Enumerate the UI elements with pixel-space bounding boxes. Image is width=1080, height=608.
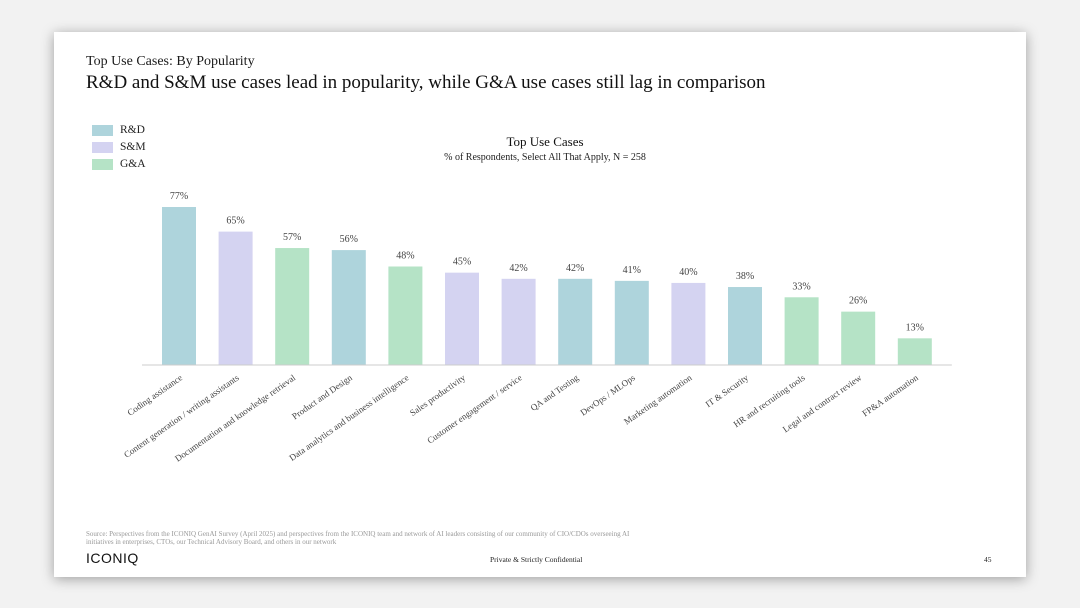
bar-9 [614,280,649,365]
bar-value-label: 33% [792,281,810,292]
page-number: 45 [984,555,992,564]
source-note: Source: Perspectives from the ICONIQ Gen… [86,530,630,546]
bar-value-label: 41% [623,265,641,276]
category-label: Coding assistance [125,372,184,417]
bar-2 [218,231,253,365]
bar-chart: Top Use Cases % of Respondents, Select A… [122,134,952,464]
bar-value-label: 56% [340,234,358,245]
bar-1 [162,207,196,365]
chart-legend: R&D S&M G&A [92,122,146,173]
category-label: Content generation / writing assistants [122,372,241,460]
bar-value-label: 77% [170,191,188,202]
bar-10 [671,282,706,365]
legend-label-rd: R&D [120,124,145,136]
legend-swatch-ga [92,158,113,170]
category-label: Data analytics and business intelligence [287,372,410,462]
bar-12 [784,297,819,365]
bar-value-label: 65% [226,216,244,227]
bar-6 [445,272,479,365]
category-label: FP&A automation [860,372,920,418]
legend-label-ga: G&A [120,158,146,170]
slide-eyebrow: Top Use Cases: By Popularity [86,54,255,69]
slide: Top Use Cases: By Popularity R&D and S&M… [54,32,1026,577]
bar-7 [501,278,536,365]
bar-4 [331,250,366,365]
legend-label-sm: S&M [120,141,146,153]
legend-swatch-sm [92,141,113,153]
bar-14 [897,338,932,365]
category-label: QA and Testing [529,372,581,413]
category-label: Sales productivity [408,372,468,418]
chart-bars: 77% Coding assistance 65% Content generatio… [122,191,932,464]
bar-value-label: 42% [566,263,584,274]
legend-item-ga: G&A [92,156,146,172]
bar-value-label: 38% [736,271,754,282]
bar-value-label: 13% [906,322,924,333]
bar-value-label: 57% [283,232,301,243]
confidential-notice: Private & Strictly Confidential [490,555,583,564]
bar-3 [275,248,310,365]
legend-item-sm: S&M [92,139,146,155]
category-label: DevOps / MLOps [578,372,637,417]
chart-title: Top Use Cases [506,134,583,149]
category-label: Documentation and knowledge retrieval [173,372,298,463]
legend-item-rd: R&D [92,122,146,138]
category-label: IT & Security [704,372,751,409]
iconiq-logo: ICONIQ [86,550,139,566]
category-label: Customer engagement / service [425,372,523,445]
slide-headline: R&D and S&M use cases lead in popularity… [86,72,766,93]
chart-subtitle: % of Respondents, Select All That Apply,… [444,152,646,163]
bar-5 [388,266,423,365]
bar-value-label: 26% [849,296,867,307]
bar-11 [728,287,762,365]
bar-value-label: 42% [509,263,527,274]
legend-swatch-rd [92,124,113,136]
bar-13 [841,311,876,365]
bar-value-label: 45% [453,257,471,268]
bar-value-label: 48% [396,251,414,262]
bar-value-label: 40% [679,267,697,278]
bar-8 [558,278,593,365]
